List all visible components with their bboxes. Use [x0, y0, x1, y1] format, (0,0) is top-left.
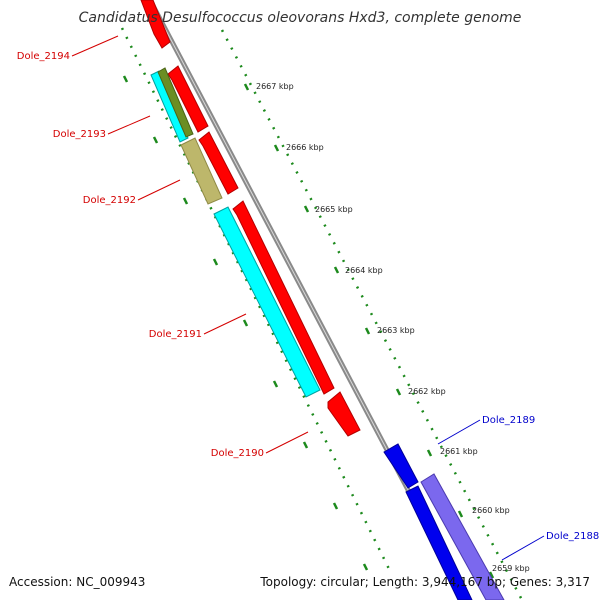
inner-tick — [362, 563, 369, 571]
gene-labels: Dole_2194 Dole_2193 Dole_2192 Dole_2191 … — [17, 51, 599, 542]
inner-tick — [332, 502, 339, 510]
gene-dole-2192[interactable] — [198, 131, 239, 195]
label-dole-2191[interactable]: Dole_2191 — [149, 329, 202, 340]
label-leaders — [71, 35, 545, 561]
outer-major-ticks — [243, 83, 495, 579]
scale-label: 2662 kbp — [408, 387, 446, 396]
label-dole-2193[interactable]: Dole_2193 — [53, 129, 106, 140]
scale-label: 2660 kbp — [472, 506, 510, 515]
inner-tick — [182, 197, 189, 205]
outer-tick — [488, 571, 495, 579]
inner-dotted-line — [120, 27, 394, 576]
leader-dole-2192 — [137, 179, 181, 201]
outer-tick — [333, 266, 340, 274]
gene-dole-2188-inner[interactable] — [405, 485, 473, 600]
inner-major-ticks — [122, 75, 369, 571]
scale-label: 2659 kbp — [492, 564, 530, 573]
label-dole-2188[interactable]: Dole_2188 — [546, 531, 599, 542]
outer-tick — [426, 449, 433, 457]
leader-dole-2190 — [265, 431, 309, 454]
leader-dole-2193 — [107, 115, 151, 135]
label-dole-2194[interactable]: Dole_2194 — [17, 51, 70, 62]
inner-tick — [242, 319, 249, 327]
label-dole-2190[interactable]: Dole_2190 — [211, 448, 264, 459]
scale-label: 2666 kbp — [286, 143, 324, 152]
scale-label: 2663 kbp — [377, 326, 415, 335]
leader-dole-2191 — [203, 313, 247, 335]
scale-label: 2667 kbp — [256, 82, 294, 91]
gene-dole-2194[interactable] — [140, 0, 171, 49]
gene-dole-2189[interactable] — [383, 443, 419, 489]
outer-tick — [303, 205, 310, 213]
inner-tick — [302, 441, 309, 449]
feature-cyan-large[interactable] — [213, 206, 321, 398]
inner-tick-track — [120, 27, 394, 576]
outer-tick — [243, 83, 250, 91]
map-title: Candidatus Desulfococcus oleovorans Hxd3… — [79, 10, 522, 26]
leader-dole-2194 — [71, 35, 119, 57]
label-dole-2189[interactable]: Dole_2189 — [482, 415, 535, 426]
outer-tick — [364, 327, 371, 335]
label-dole-2192[interactable]: Dole_2192 — [83, 195, 136, 206]
gene-dole-2190[interactable] — [327, 391, 361, 437]
inner-feature-track — [150, 67, 321, 398]
genome-info-text: Topology: circular; Length: 3,944,167 bp… — [259, 575, 590, 589]
leader-dole-2188 — [501, 535, 545, 561]
inner-tick — [212, 258, 219, 266]
forward-strand-genes — [383, 443, 505, 600]
inner-tick — [272, 380, 279, 388]
reverse-strand-genes — [140, 0, 361, 437]
feature-cyan-small[interactable] — [150, 70, 189, 143]
feature-khaki[interactable] — [180, 137, 223, 205]
scale-label: 2664 kbp — [345, 266, 383, 275]
gene-dole-2193[interactable] — [167, 65, 209, 133]
feature-olive[interactable] — [157, 67, 194, 138]
inner-tick — [122, 75, 129, 83]
leader-dole-2189 — [437, 419, 481, 445]
gene-dole-2191[interactable] — [232, 200, 335, 395]
inner-tick — [152, 136, 159, 144]
outer-tick — [457, 510, 464, 518]
scale-labels: 2667 kbp 2666 kbp 2665 kbp 2664 kbp 2663… — [256, 82, 530, 573]
scale-label: 2661 kbp — [440, 447, 478, 456]
accession-text: Accession: NC_009943 — [9, 575, 145, 589]
outer-tick — [395, 388, 402, 396]
gene-dole-2188[interactable] — [420, 473, 505, 600]
scale-label: 2665 kbp — [315, 205, 353, 214]
outer-tick — [273, 144, 280, 152]
